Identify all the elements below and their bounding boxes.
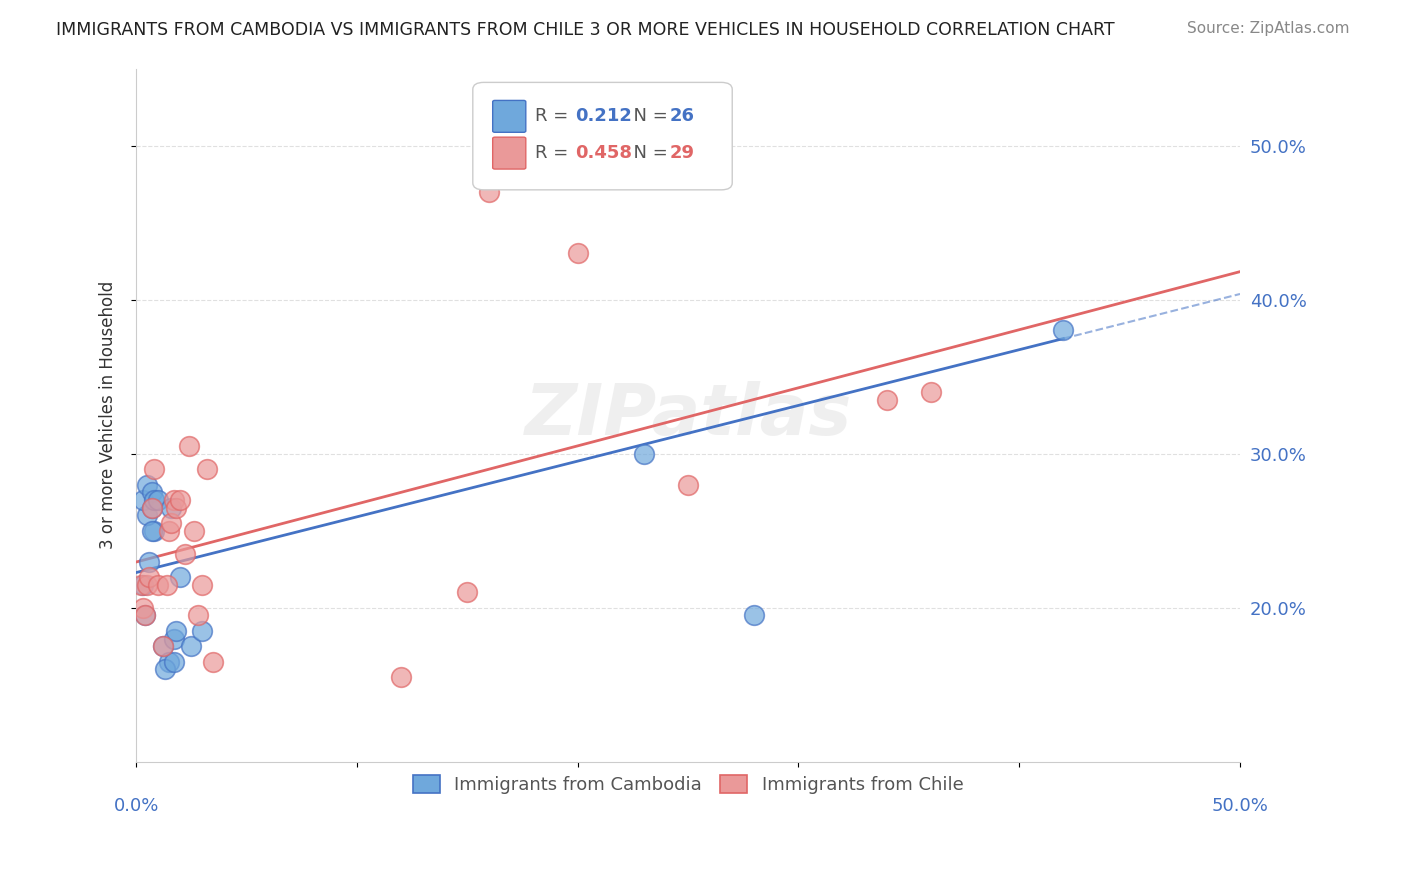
Point <box>163 655 186 669</box>
Text: R =: R = <box>534 145 574 162</box>
Point <box>141 524 163 538</box>
Point <box>142 524 165 538</box>
Point <box>163 632 186 646</box>
Point <box>163 492 186 507</box>
Text: 50.0%: 50.0% <box>1212 797 1268 814</box>
Point <box>152 640 174 654</box>
Point <box>153 662 176 676</box>
Point <box>136 477 159 491</box>
Point <box>169 492 191 507</box>
Text: 0.0%: 0.0% <box>114 797 159 814</box>
Point <box>141 485 163 500</box>
Point <box>148 492 170 507</box>
Point <box>129 577 152 591</box>
Point <box>478 185 501 199</box>
Point <box>187 608 209 623</box>
Point <box>195 462 218 476</box>
Point <box>633 447 655 461</box>
Point <box>152 640 174 654</box>
Point <box>173 547 195 561</box>
Point <box>142 462 165 476</box>
Point <box>165 624 187 638</box>
Point <box>169 570 191 584</box>
Point <box>180 640 202 654</box>
Point <box>456 585 478 599</box>
Text: N =: N = <box>621 145 673 162</box>
Point <box>156 577 179 591</box>
Text: ZIPatlas: ZIPatlas <box>524 381 852 450</box>
Point <box>177 439 200 453</box>
Point <box>157 524 180 538</box>
Point <box>920 385 942 400</box>
Point <box>136 508 159 523</box>
Y-axis label: 3 or more Vehicles in Household: 3 or more Vehicles in Household <box>100 281 117 549</box>
Point <box>134 608 156 623</box>
Text: 29: 29 <box>669 145 695 162</box>
Point <box>191 624 214 638</box>
Text: R =: R = <box>534 107 574 126</box>
Point <box>148 577 170 591</box>
Text: IMMIGRANTS FROM CAMBODIA VS IMMIGRANTS FROM CHILE 3 OR MORE VEHICLES IN HOUSEHOL: IMMIGRANTS FROM CAMBODIA VS IMMIGRANTS F… <box>56 21 1115 38</box>
Point <box>160 516 183 530</box>
Point <box>533 123 555 137</box>
Point <box>742 608 765 623</box>
Text: 26: 26 <box>669 107 695 126</box>
Point <box>138 570 160 584</box>
Text: 0.212: 0.212 <box>575 107 633 126</box>
Legend: Immigrants from Cambodia, Immigrants from Chile: Immigrants from Cambodia, Immigrants fro… <box>405 767 970 801</box>
Text: 0.458: 0.458 <box>575 145 633 162</box>
Point <box>132 600 155 615</box>
Point <box>138 555 160 569</box>
Point <box>1052 323 1074 337</box>
FancyBboxPatch shape <box>492 137 526 169</box>
Point <box>142 492 165 507</box>
Text: N =: N = <box>621 107 673 126</box>
Point <box>134 608 156 623</box>
Text: Source: ZipAtlas.com: Source: ZipAtlas.com <box>1187 21 1350 36</box>
Point <box>132 492 155 507</box>
Point <box>132 577 155 591</box>
FancyBboxPatch shape <box>472 82 733 190</box>
Point <box>160 500 183 515</box>
Point <box>141 500 163 515</box>
Point <box>202 655 225 669</box>
Point <box>183 524 205 538</box>
Point <box>676 477 699 491</box>
Point <box>876 392 898 407</box>
Point <box>141 500 163 515</box>
Point <box>191 577 214 591</box>
Point <box>389 670 412 684</box>
Point <box>157 655 180 669</box>
Point <box>136 577 159 591</box>
Point <box>165 500 187 515</box>
Point <box>567 246 589 260</box>
FancyBboxPatch shape <box>492 101 526 132</box>
